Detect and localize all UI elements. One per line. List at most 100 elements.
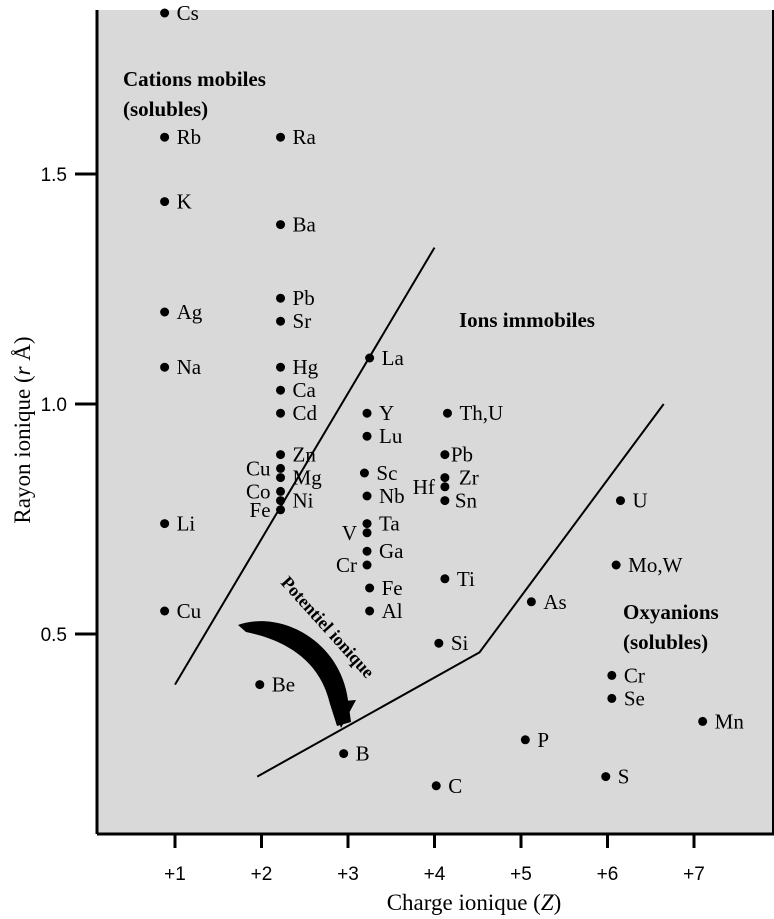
point-marker	[440, 473, 450, 483]
point-label: Cr	[624, 663, 645, 687]
x-tick-label: +2	[251, 864, 273, 885]
point-marker	[440, 450, 450, 460]
point-label: Ca	[293, 378, 317, 402]
data-point: Th,U	[442, 401, 503, 425]
data-point: Cd	[276, 401, 318, 425]
point-marker	[160, 362, 170, 372]
point-label: Be	[272, 673, 295, 697]
data-point: Ca	[276, 378, 317, 402]
data-point: Ra	[276, 125, 317, 149]
point-marker	[276, 505, 286, 515]
x-axis-title: Charge ionique (Z)	[387, 890, 562, 915]
data-point: Y	[362, 401, 394, 425]
point-label: Ba	[293, 213, 317, 237]
point-label: Al	[382, 599, 403, 623]
point-label: Nb	[379, 484, 405, 508]
point-marker	[276, 385, 286, 395]
data-point: Cu	[160, 599, 202, 623]
point-label: P	[537, 728, 549, 752]
data-point: Al	[365, 599, 403, 623]
point-marker	[607, 670, 617, 680]
point-label: K	[177, 190, 192, 214]
point-marker	[160, 132, 170, 142]
point-label: Y	[379, 401, 394, 425]
point-label: Ta	[379, 512, 400, 536]
point-label: Ga	[379, 539, 404, 563]
point-marker	[362, 560, 372, 570]
point-marker	[607, 693, 617, 703]
point-marker	[362, 528, 372, 538]
axes: +1 +2 +3 +4 +5 +6 +7 0.5 1.0 1.5	[41, 10, 774, 885]
point-label: V	[342, 521, 357, 545]
y-tick-label: 1.0	[41, 395, 67, 416]
data-point: Ta	[362, 512, 400, 536]
data-point: Cs	[160, 1, 199, 25]
point-marker	[442, 408, 452, 418]
point-label: Mo,W	[628, 553, 682, 577]
point-label: Hg	[293, 355, 319, 379]
data-point: Sr	[276, 309, 311, 333]
data-point: Zn	[276, 443, 316, 467]
point-marker	[440, 482, 450, 492]
point-marker	[160, 8, 170, 18]
data-point: K	[160, 190, 192, 214]
data-point: Nb	[362, 484, 405, 508]
x-tick-label: +1	[164, 864, 186, 885]
point-marker	[276, 316, 286, 326]
point-marker	[276, 496, 286, 506]
data-point: Be	[255, 673, 295, 697]
x-tick-label: +3	[337, 864, 359, 885]
point-marker	[362, 408, 372, 418]
point-marker	[526, 597, 536, 607]
data-point: Cr	[607, 663, 645, 687]
point-marker	[431, 781, 441, 791]
data-point: Mo,W	[611, 553, 683, 577]
data-point: Ti	[440, 567, 475, 591]
point-marker	[362, 431, 372, 441]
point-label: Pb	[293, 286, 315, 310]
data-point: Sn	[440, 489, 478, 513]
y-axis-title: Rayon ionique (r Å)	[10, 336, 35, 523]
x-tick-label: +7	[683, 864, 705, 885]
oxyanion-boundary-line	[256, 403, 665, 778]
point-marker	[160, 197, 170, 207]
x-tick-label: +4	[424, 864, 446, 885]
y-tick-label: 0.5	[41, 625, 67, 646]
y-tick-label: 1.5	[41, 165, 67, 186]
point-label: Li	[177, 512, 196, 536]
point-marker	[365, 353, 375, 363]
point-label: Cu	[246, 456, 271, 480]
point-label: Se	[624, 686, 645, 710]
data-point: La	[365, 346, 404, 370]
point-marker	[339, 749, 349, 759]
point-marker	[160, 606, 170, 616]
data-point: Cr	[336, 553, 372, 577]
point-label: Na	[177, 355, 202, 379]
point-marker	[359, 468, 369, 478]
point-marker	[611, 560, 621, 570]
point-label: Fe	[250, 498, 271, 522]
point-marker	[601, 772, 611, 782]
point-label: Hf	[413, 475, 435, 499]
point-label: Cs	[177, 1, 199, 25]
data-point: Pb	[440, 443, 473, 467]
point-label: Ti	[457, 567, 475, 591]
point-marker	[276, 293, 286, 303]
point-marker	[255, 680, 265, 690]
point-label: Si	[451, 631, 469, 655]
point-marker	[362, 491, 372, 501]
point-marker	[362, 546, 372, 556]
data-point: As	[526, 590, 567, 614]
point-label: La	[382, 346, 405, 370]
data-point: Fe	[250, 498, 286, 522]
data-point: Co	[246, 479, 286, 503]
data-point: Cu	[246, 456, 286, 480]
x-tick-label: +5	[510, 864, 532, 885]
point-marker	[276, 362, 286, 372]
point-marker	[440, 496, 450, 506]
data-point: Rb	[160, 125, 201, 149]
data-point: Ga	[362, 539, 404, 563]
point-label: Fe	[382, 576, 403, 600]
data-point: Se	[607, 686, 645, 710]
